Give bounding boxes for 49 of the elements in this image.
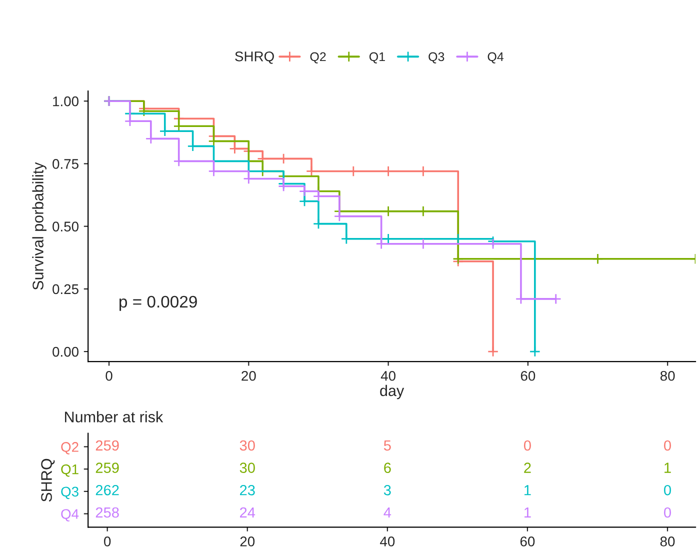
y-tick-label: 0.25 <box>52 284 78 294</box>
data-label: 0 <box>664 485 671 496</box>
x-tick-label: 0 <box>104 536 111 546</box>
x-tick-label: 20 <box>240 536 255 546</box>
data-label: 259 <box>96 440 119 451</box>
data-label: 30 <box>240 440 255 451</box>
data-label: 0 <box>664 440 671 451</box>
legend-label: Q3 <box>428 52 444 64</box>
y-axis-title: SHRQ <box>41 458 55 502</box>
x-tick-label: 20 <box>242 370 256 381</box>
data-label: 1 <box>524 507 531 518</box>
y-tick-label: Q1 <box>61 464 78 477</box>
data-label: 24 <box>240 507 256 518</box>
y-tick-label: 1.00 <box>53 96 79 106</box>
legend-label: Q1 <box>369 52 385 64</box>
data-label: 23 <box>240 485 255 496</box>
legend-label: Q4 <box>488 52 504 64</box>
data-label: 4 <box>384 507 392 518</box>
y-tick-label: Q3 <box>61 486 78 500</box>
x-tick-label: 80 <box>660 536 675 546</box>
annotation: p = 0.0029 <box>120 296 197 311</box>
x-tick-label: 40 <box>380 536 395 546</box>
x-tick-label: 60 <box>520 536 535 546</box>
data-label: 259 <box>96 462 119 473</box>
y-tick-label: 0.00 <box>52 346 79 357</box>
x-tick-label: 60 <box>520 370 536 381</box>
y-tick-label: Q2 <box>61 442 78 454</box>
x-tick-label: 80 <box>660 370 675 381</box>
data-label: 6 <box>384 462 391 473</box>
chart-title: Number at risk <box>65 411 164 422</box>
y-tick-label: 0.50 <box>52 222 79 232</box>
data-label: 1 <box>524 485 531 496</box>
data-label: 30 <box>240 462 255 473</box>
x-tick-label: 40 <box>380 370 396 381</box>
data-label: 1 <box>664 462 671 473</box>
x-tick-label: 0 <box>106 370 112 381</box>
legend-label: Q2 <box>310 52 326 64</box>
data-label: 0 <box>524 440 531 451</box>
y-tick-label: Q4 <box>61 509 79 522</box>
x-axis-title: day <box>380 384 404 400</box>
data-label: 3 <box>384 485 391 496</box>
data-label: 5 <box>384 440 391 451</box>
data-label: 2 <box>524 462 531 473</box>
y-axis-title: Survival porbability <box>32 162 46 290</box>
data-label: 258 <box>96 507 119 518</box>
data-label: 262 <box>96 485 119 496</box>
y-tick-label: 0.75 <box>52 159 78 169</box>
legend-title: SHRQ <box>235 51 274 64</box>
data-label: 0 <box>664 507 671 518</box>
